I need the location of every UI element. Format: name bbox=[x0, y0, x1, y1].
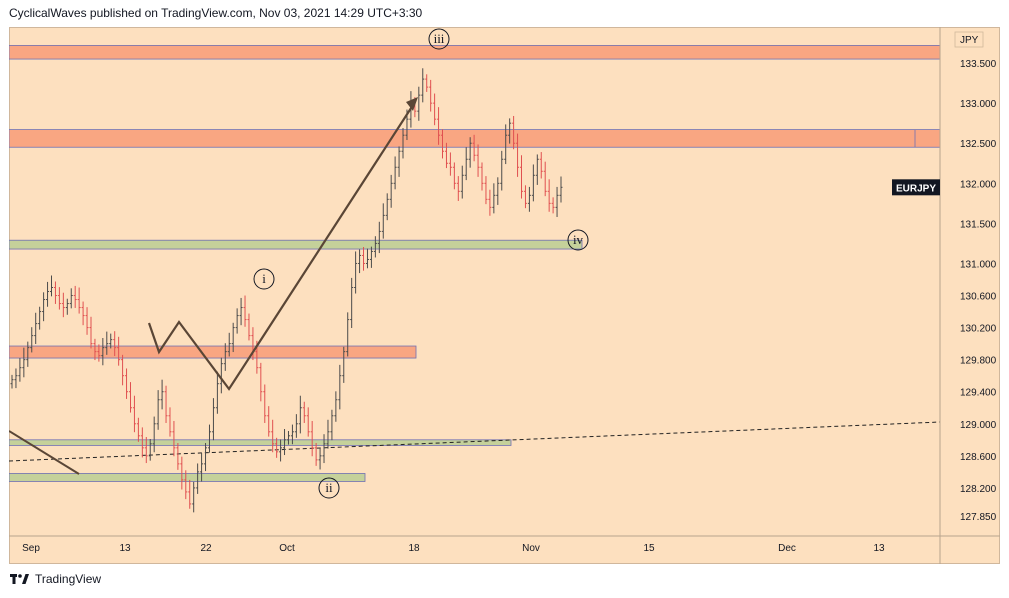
time-tick-label: Dec bbox=[778, 543, 796, 554]
time-tick-label: 13 bbox=[873, 543, 885, 554]
projected-wave-path bbox=[147, 101, 416, 391]
price-tick-label: 132.500 bbox=[960, 139, 997, 150]
time-tick-label: 15 bbox=[643, 543, 655, 554]
dashed-trendline bbox=[9, 421, 941, 462]
price-tick-label: 129.800 bbox=[960, 356, 997, 367]
tradingview-logo-icon bbox=[10, 573, 30, 585]
time-tick-label: Sep bbox=[22, 543, 40, 554]
price-tick-label: 130.600 bbox=[960, 292, 997, 303]
eurjpy-price-chart[interactable]: iiiiiiiv127.850128.200128.600129.000129.… bbox=[9, 27, 1000, 564]
wave-label-circle-iv bbox=[567, 229, 589, 251]
price-tick-label: 131.000 bbox=[960, 259, 997, 270]
wave-label-iii: iii bbox=[434, 31, 445, 46]
price-tick-label: 131.500 bbox=[960, 219, 997, 230]
price-tick-label: 133.500 bbox=[960, 59, 997, 70]
wave-arrowhead bbox=[406, 97, 418, 111]
price-tick-label: 128.200 bbox=[960, 484, 997, 495]
time-tick-label: 13 bbox=[119, 543, 131, 554]
zone-resistance-0 bbox=[9, 45, 941, 60]
wave-label-circle-ii bbox=[318, 477, 340, 499]
wave-label-i: i bbox=[262, 271, 266, 286]
time-tick-label: Nov bbox=[522, 543, 540, 554]
price-tick-label: 133.000 bbox=[960, 99, 997, 110]
publish-header: CyclicalWaves published on TradingView.c… bbox=[9, 6, 423, 20]
downtrend-line bbox=[9, 430, 80, 475]
tradingview-footer: TradingView bbox=[10, 572, 101, 586]
zone-support-5 bbox=[9, 473, 366, 482]
wave-label-circle-iii bbox=[428, 28, 450, 50]
tradingview-brand: TradingView bbox=[35, 572, 102, 586]
price-tick-label: 132.000 bbox=[960, 179, 997, 190]
currency-label: JPY bbox=[960, 35, 979, 46]
symbol-label: EURJPY bbox=[896, 183, 936, 194]
time-tick-label: 22 bbox=[200, 543, 212, 554]
wave-label-ii: ii bbox=[325, 480, 333, 495]
price-tick-label: 130.200 bbox=[960, 324, 997, 335]
price-tick-label: 128.600 bbox=[960, 452, 997, 463]
currency-box bbox=[954, 31, 984, 48]
zone-support-2 bbox=[9, 239, 583, 250]
zone-resistance-3 bbox=[9, 345, 417, 359]
time-tick-label: Oct bbox=[279, 543, 295, 554]
price-tick-label: 129.000 bbox=[960, 420, 997, 431]
symbol-badge bbox=[892, 179, 940, 196]
time-tick-label: 18 bbox=[408, 543, 420, 554]
price-tick-label: 129.400 bbox=[960, 388, 997, 399]
price-tick-label: 127.850 bbox=[960, 512, 997, 523]
wave-label-iv: iv bbox=[573, 232, 584, 247]
zone-support-4 bbox=[9, 439, 512, 446]
wave-label-circle-i bbox=[253, 268, 275, 290]
